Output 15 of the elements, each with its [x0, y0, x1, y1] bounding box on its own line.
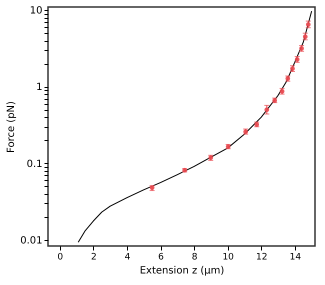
- x-tick-label: 8: [192, 252, 198, 262]
- y-tick-label: 0.01: [20, 235, 42, 246]
- y-axis-title: Force (pN): [6, 100, 18, 153]
- x-tick-label: 10: [222, 252, 234, 262]
- y-tick-label: 0.1: [26, 158, 42, 170]
- line-series: [78, 10, 312, 243]
- x-tick-label: 6: [158, 252, 164, 262]
- y-tick-label: 1: [36, 82, 42, 94]
- x-tick-label: 4: [124, 252, 131, 262]
- x-tick-label: 12: [256, 252, 268, 262]
- x-tick-label: 14: [290, 252, 302, 262]
- y-tick-label: 10: [30, 6, 42, 17]
- x-tick-label: 2: [90, 252, 97, 262]
- x-tick-label: 0: [57, 252, 64, 262]
- x-axis-title: Extension z (µm): [140, 266, 224, 276]
